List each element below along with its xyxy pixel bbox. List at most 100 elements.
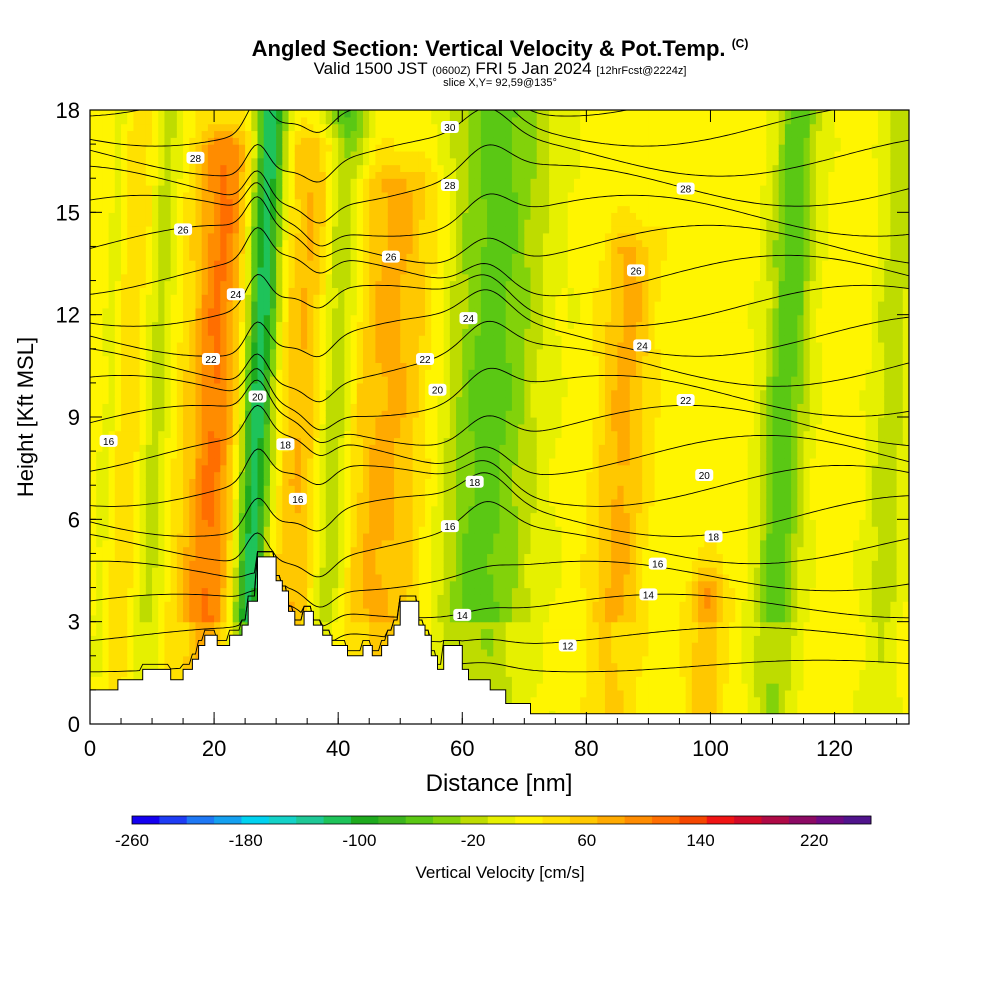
- velocity-cell: [394, 532, 401, 541]
- velocity-cell: [344, 410, 352, 418]
- velocity-cell: [238, 614, 246, 623]
- velocity-cell: [331, 171, 339, 179]
- velocity-cell: [238, 505, 246, 514]
- velocity-cell: [220, 628, 228, 636]
- velocity-cell: [121, 560, 128, 568]
- velocity-cell: [294, 171, 302, 179]
- velocity-cell: [195, 451, 203, 459]
- velocity-cell: [201, 423, 209, 432]
- velocity-cell: [406, 110, 414, 118]
- velocity-cell: [201, 150, 209, 159]
- velocity-cell: [294, 205, 302, 213]
- velocity-cell: [114, 492, 122, 500]
- velocity-cell: [220, 512, 228, 520]
- velocity-cell: [331, 348, 339, 357]
- velocity-cell: [400, 417, 408, 425]
- velocity-cell: [127, 280, 135, 288]
- velocity-cell: [214, 287, 221, 295]
- velocity-cell: [139, 273, 147, 282]
- velocity-cell: [207, 621, 215, 630]
- velocity-cell: [307, 587, 314, 595]
- velocity-cell: [313, 266, 321, 275]
- velocity-cell: [300, 239, 308, 248]
- velocity-cell: [121, 212, 128, 220]
- velocity-cell: [325, 348, 333, 357]
- velocity-cell: [313, 485, 321, 493]
- velocity-cell: [257, 348, 265, 357]
- velocity-cell: [183, 457, 190, 466]
- velocity-cell: [108, 130, 116, 138]
- velocity-cell: [220, 423, 228, 432]
- velocity-cell: [369, 526, 376, 534]
- velocity-cell: [394, 362, 401, 370]
- velocity-cell: [251, 110, 259, 118]
- velocity-cell: [152, 430, 159, 439]
- velocity-cell: [338, 307, 345, 316]
- velocity-cell: [127, 225, 135, 234]
- velocity-cell: [170, 662, 178, 671]
- velocity-cell: [338, 546, 345, 555]
- velocity-cell: [344, 580, 352, 589]
- velocity-cell: [251, 341, 259, 350]
- velocity-cell: [394, 260, 401, 268]
- velocity-cell: [152, 471, 159, 479]
- velocity-cell: [394, 123, 401, 132]
- velocity-cell: [263, 335, 271, 343]
- velocity-cell: [363, 382, 370, 391]
- velocity-cell: [145, 628, 153, 636]
- velocity-cell: [238, 171, 246, 179]
- velocity-cell: [201, 621, 209, 630]
- velocity-cell: [387, 417, 395, 425]
- velocity-cell: [338, 382, 345, 391]
- velocity-cell: [170, 485, 178, 493]
- velocity-cell: [90, 430, 97, 439]
- velocity-cell: [425, 485, 432, 493]
- velocity-cell: [152, 314, 159, 323]
- velocity-cell: [201, 396, 209, 404]
- velocity-cell: [363, 403, 370, 411]
- velocity-cell: [344, 185, 352, 193]
- velocity-cell: [108, 362, 116, 370]
- velocity-cell: [319, 457, 327, 466]
- velocity-cell: [145, 410, 153, 418]
- velocity-cell: [381, 362, 389, 370]
- velocity-cell: [207, 253, 215, 261]
- velocity-cell: [133, 437, 141, 445]
- velocity-cell: [394, 307, 401, 316]
- velocity-cell: [207, 444, 215, 452]
- velocity-cell: [381, 150, 389, 159]
- velocity-cell: [251, 526, 259, 534]
- velocity-cell: [114, 321, 122, 329]
- velocity-cell: [133, 280, 141, 288]
- velocity-cell: [387, 157, 395, 166]
- velocity-cell: [139, 621, 147, 630]
- velocity-cell: [214, 389, 221, 398]
- velocity-cell: [425, 560, 432, 568]
- velocity-cell: [232, 389, 240, 398]
- velocity-cell: [133, 260, 141, 268]
- velocity-cell: [350, 239, 358, 248]
- velocity-cell: [387, 621, 395, 630]
- velocity-cell: [133, 198, 141, 207]
- velocity-cell: [276, 137, 283, 145]
- velocity-cell: [245, 567, 252, 575]
- velocity-cell: [108, 532, 116, 541]
- velocity-cell: [369, 239, 376, 248]
- velocity-cell: [294, 478, 302, 486]
- velocity-cell: [387, 301, 395, 309]
- velocity-cell: [176, 403, 184, 411]
- velocity-cell: [96, 355, 103, 364]
- velocity-cell: [245, 123, 252, 132]
- velocity-cell: [418, 382, 426, 391]
- velocity-cell: [363, 335, 370, 343]
- velocity-cell: [189, 389, 197, 398]
- velocity-cell: [96, 573, 103, 582]
- velocity-cell: [195, 191, 203, 200]
- velocity-cell: [214, 185, 221, 193]
- velocity-cell: [114, 567, 122, 575]
- velocity-cell: [195, 471, 203, 479]
- velocity-cell: [207, 348, 215, 357]
- velocity-cell: [195, 587, 203, 595]
- velocity-cell: [331, 526, 339, 534]
- velocity-cell: [245, 546, 252, 555]
